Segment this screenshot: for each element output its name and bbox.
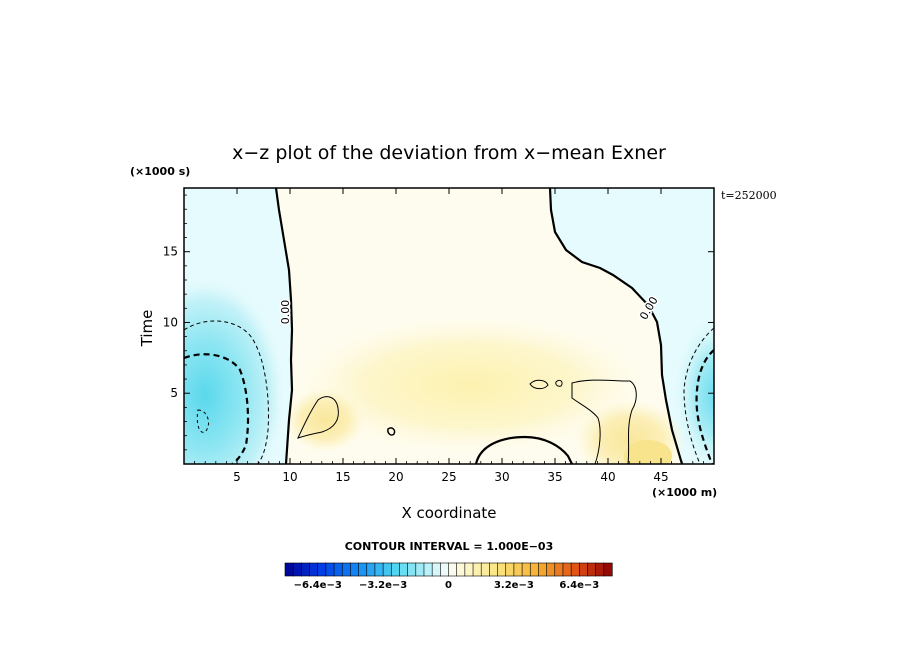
pos-contour-right-blob — [571, 379, 637, 464]
zero-contour-left — [274, 188, 294, 464]
y-tick-label: 5 — [170, 386, 178, 400]
warm-core-left — [285, 388, 365, 452]
pos-contour-left-blob — [297, 396, 339, 439]
y-tick-label: 10 — [163, 315, 178, 329]
x-axis-unit: (×1000 m) — [652, 486, 717, 499]
colorbar-cell — [554, 562, 564, 577]
x-tick-label: 5 — [233, 470, 241, 484]
colorbar-cell — [464, 562, 474, 577]
left-cool-anomaly — [184, 275, 287, 464]
colorbar-cell — [440, 562, 450, 577]
colorbar-cell — [448, 562, 458, 577]
x-tick-label: 30 — [494, 470, 509, 484]
pos-contour-right-small — [529, 379, 549, 390]
colorbar-cell — [374, 562, 384, 577]
colorbar-cell — [480, 562, 490, 577]
colorbar-cell — [489, 562, 499, 577]
colorbar-cell — [301, 562, 311, 577]
neg-contour-left-thin — [184, 320, 269, 464]
colorbar-cell — [538, 562, 548, 577]
colorbar-tick-label: 6.4e−3 — [559, 580, 599, 591]
y-axis-label: Time — [138, 310, 156, 348]
right-cool-anomaly — [672, 313, 714, 464]
colorbar-cell — [570, 562, 580, 577]
colorbar-tick-label: −3.2e−3 — [359, 580, 407, 591]
contour-interval-text: CONTOUR INTERVAL = 1.000E−03 — [345, 540, 554, 553]
x-tick-label: 45 — [653, 470, 668, 484]
colorbar-cell — [317, 562, 327, 577]
colorbar-cell — [341, 562, 352, 577]
colorbar-cell — [358, 562, 368, 577]
x-tick-label: 40 — [600, 470, 615, 484]
colorbar-cell — [350, 562, 360, 577]
colorbar-cell — [284, 562, 294, 577]
x-tick-label: 15 — [335, 470, 350, 484]
contour-label-left: 0.00 — [279, 300, 292, 325]
colorbar-cell — [472, 562, 482, 577]
colorbar — [284, 562, 613, 577]
warm-core-bottom — [624, 440, 672, 464]
x-tick-label: 25 — [441, 470, 456, 484]
neg-contour-right-outer — [683, 327, 714, 464]
colorbar-cell — [513, 562, 523, 577]
chart-title: x−z plot of the deviation from x−mean Ex… — [232, 142, 666, 164]
x-tick-label: 20 — [388, 470, 403, 484]
pos-contour-right-dot — [555, 379, 563, 387]
colorbar-cell — [407, 562, 417, 577]
colorbar-cell — [399, 562, 409, 577]
colorbar-cell — [431, 562, 441, 577]
colorbar-cell — [423, 562, 433, 577]
colorbar-cell — [366, 562, 376, 577]
colorbar-cell — [521, 562, 531, 577]
colorbar-tick-labels: −6.4e−3 −3.2e−3 0 3.2e−3 6.4e−3 — [294, 580, 600, 591]
x-axis-label: X coordinate — [401, 504, 496, 522]
pos-contour-small-loop — [387, 427, 396, 436]
neg-contour-right-inner — [695, 349, 714, 464]
colorbar-cell — [497, 562, 507, 577]
time-stamp: t=252000 — [721, 189, 777, 202]
colorbar-cell — [505, 562, 515, 577]
contour-lines — [184, 188, 714, 464]
zero-contour-bottom — [474, 435, 573, 464]
y-axis: 5 10 15 — [163, 194, 714, 451]
colorbar-cell — [333, 562, 343, 577]
x-tick-label: 35 — [547, 470, 562, 484]
x-tick-label: 10 — [282, 470, 297, 484]
colorbar-tick-label: 3.2e−3 — [494, 580, 534, 591]
colorbar-cell — [595, 562, 605, 577]
heatmap-field: 0.00 0.00 — [184, 188, 714, 464]
colorbar-cell — [390, 562, 401, 577]
colorbar-cell — [529, 562, 540, 577]
colorbar-cell — [456, 562, 466, 577]
zero-contour-right — [548, 188, 684, 464]
colorbar-cell — [309, 562, 319, 577]
colorbar-cell — [603, 562, 613, 577]
colorbar-cell — [292, 562, 302, 577]
y-tick-label: 15 — [163, 245, 178, 259]
colorbar-cell — [325, 562, 335, 577]
colorbar-cell — [546, 562, 556, 577]
colorbar-cell — [382, 562, 392, 577]
colorbar-cell — [578, 562, 589, 577]
colorbar-cell — [562, 562, 572, 577]
colorbar-cell — [587, 562, 597, 577]
colorbar-tick-label: 0 — [445, 580, 452, 591]
x-axis: 5 10 15 20 25 30 35 40 45 — [194, 188, 704, 484]
warm-band — [290, 315, 650, 455]
colorbar-tick-label: −6.4e−3 — [294, 580, 342, 591]
colorbar-cell — [415, 562, 425, 577]
neg-contour-left-inner — [196, 409, 209, 433]
y-axis-unit: (×1000 s) — [130, 165, 190, 178]
neg-contour-left-bold — [184, 353, 250, 464]
